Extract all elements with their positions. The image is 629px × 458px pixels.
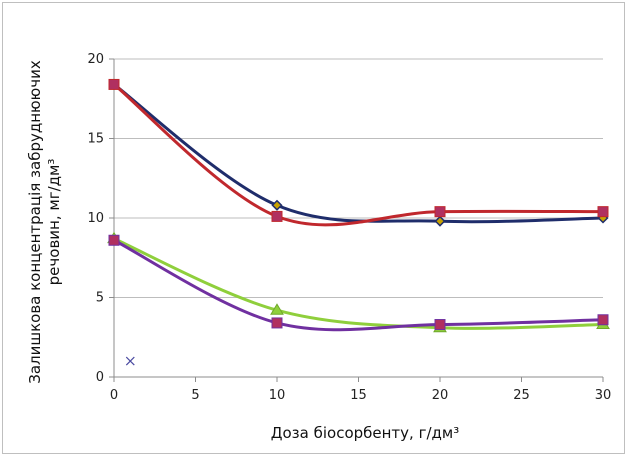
gridlines — [114, 58, 603, 298]
y-tick-label-3: 15 — [87, 132, 104, 147]
series-4 — [125, 356, 135, 366]
y-tick-label-0: 0 — [96, 370, 104, 385]
series-3-point-2 — [434, 319, 446, 331]
series-0 — [108, 78, 609, 227]
series-0-point-2 — [434, 215, 446, 227]
y-tick-labels: 0 5 10 15 20 — [87, 52, 104, 385]
series-2-point-1 — [270, 303, 284, 315]
series-1-point-2 — [434, 206, 446, 218]
series-1-line — [113, 83, 604, 227]
series-3-point-0 — [108, 234, 120, 246]
series-4-point-0 — [125, 356, 135, 366]
y-tick-label-2: 10 — [87, 211, 104, 226]
y-axis-title-line2: речовин, мг/дм³ — [45, 159, 63, 286]
x-tick-label-1: 5 — [191, 388, 199, 403]
y-axis-title-line1: Залишкова концентрація забруднюючих — [26, 60, 44, 384]
series-group — [107, 78, 610, 366]
x-tick-labels: 0 5 10 15 20 25 30 — [110, 388, 611, 403]
axes — [109, 58, 604, 382]
series-1 — [108, 78, 609, 227]
y-tick-label-4: 20 — [87, 52, 104, 67]
series-1-point-3 — [597, 206, 609, 218]
series-1-point-0 — [108, 78, 120, 90]
series-3-point-3 — [597, 314, 609, 326]
x-tick-label-0: 0 — [110, 388, 118, 403]
series-3-line — [113, 238, 604, 332]
series-3-point-1 — [271, 317, 283, 329]
x-tick-label-3: 15 — [350, 388, 367, 403]
x-tick-label-6: 30 — [595, 388, 612, 403]
series-3 — [108, 234, 609, 332]
series-2-line — [113, 237, 604, 330]
x-axis-title: Доза біосорбенту, г/дм³ — [271, 424, 459, 442]
x-tick-label-2: 10 — [269, 388, 286, 403]
x-tick-label-4: 20 — [432, 388, 449, 403]
series-0-line — [113, 83, 604, 224]
series-0-point-1 — [271, 199, 283, 211]
series-1-point-1 — [271, 210, 283, 222]
y-tick-label-1: 5 — [96, 291, 104, 306]
x-tick-label-5: 25 — [513, 388, 530, 403]
series-2 — [107, 231, 610, 333]
